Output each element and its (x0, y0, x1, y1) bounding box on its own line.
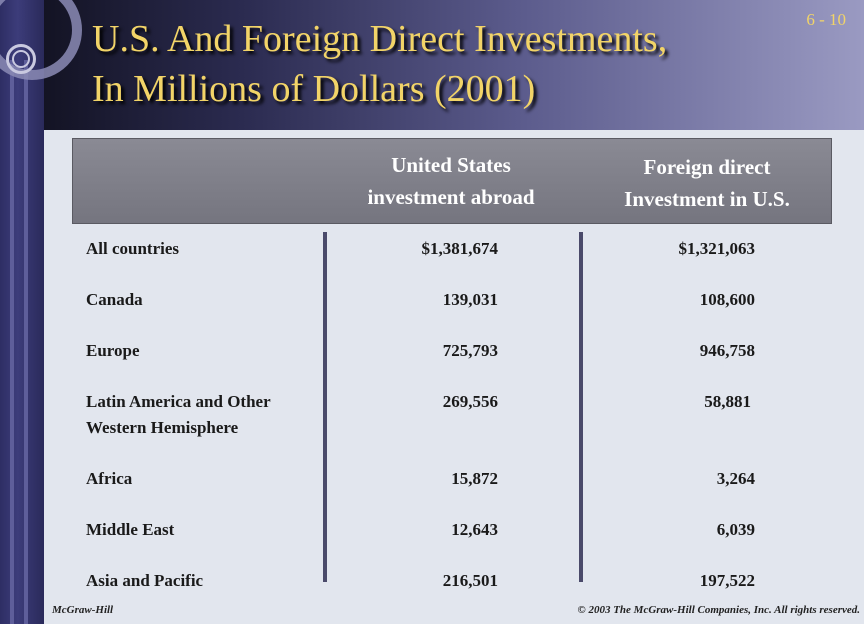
decorative-circle-icon (6, 44, 36, 74)
us-abroad-value: 725,793 (442, 341, 498, 360)
decorative-inner-circle-icon (12, 50, 30, 68)
column-header-line: investment abroad (367, 185, 535, 209)
foreign-in-us-value: $1,321,063 (678, 239, 756, 258)
band-stripe (10, 60, 14, 624)
table-header-bar: United States investment abroad Foreign … (72, 138, 832, 224)
title-line-1: U.S. And Foreign Direct Investments, (92, 18, 668, 60)
row-label-latin-america-line-2: Western Hemisphere (86, 418, 239, 437)
us-abroad-value: 139,031 (442, 290, 498, 309)
row-label-asia-pacific: Asia and Pacific (86, 571, 204, 590)
left-decorative-band (0, 0, 44, 624)
us-abroad-value: 12,643 (451, 520, 498, 539)
us-abroad-value: 269,556 (442, 392, 498, 411)
us-abroad-value: 216,501 (442, 571, 498, 590)
row-label-canada: Canada (86, 290, 143, 309)
row-label-africa: Africa (86, 469, 133, 488)
foreign-in-us-value: 946,758 (699, 341, 755, 360)
slide-number: 6 - 10 (806, 10, 846, 29)
column-header-foreign-direct-investment: Foreign direct Investment in U.S. (577, 151, 837, 215)
row-label-europe: Europe (86, 341, 140, 360)
column-header-line: United States (391, 153, 511, 177)
band-stripe (24, 60, 28, 624)
decorative-ring-icon (0, 0, 82, 80)
footer-publisher: McGraw-Hill (52, 604, 114, 616)
title-line-2: In Millions of Dollars (2001) (92, 68, 536, 110)
column-header-line: Foreign direct (643, 155, 771, 179)
column-divider (323, 232, 327, 582)
column-divider (579, 232, 583, 582)
foreign-in-us-value: 58,881 (704, 392, 751, 411)
title-banner (0, 0, 864, 130)
column-header-line: Investment in U.S. (624, 187, 790, 211)
foreign-in-us-value: 108,600 (699, 290, 755, 309)
footer-copyright: © 2003 The McGraw-Hill Companies, Inc. A… (577, 604, 860, 616)
foreign-in-us-value: 3,264 (716, 469, 755, 488)
foreign-in-us-value: 6,039 (716, 520, 755, 539)
column-header-us-investment-abroad: United States investment abroad (321, 149, 581, 213)
row-label-middle-east: Middle East (86, 520, 175, 539)
us-abroad-value: $1,381,674 (421, 239, 499, 258)
row-label-all-countries: All countries (86, 239, 180, 258)
foreign-in-us-value: 197,522 (699, 571, 755, 590)
slide-title: U.S. And Foreign Direct Investments, In … (92, 14, 667, 114)
us-abroad-value: 15,872 (451, 469, 498, 488)
row-label-latin-america: Latin America and Other (86, 392, 271, 411)
